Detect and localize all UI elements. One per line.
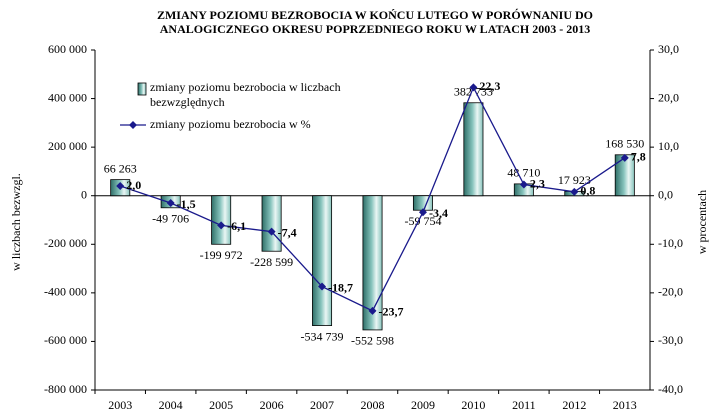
bar-value-label: -228 599 xyxy=(250,255,293,269)
legend-marker xyxy=(129,121,137,129)
line-marker xyxy=(217,221,226,230)
line-value-label: -6,1 xyxy=(227,219,246,233)
y-tick-label: 200 000 xyxy=(48,139,87,153)
x-tick-label: 2013 xyxy=(613,398,637,412)
x-tick-label: 2009 xyxy=(411,398,435,412)
chart-title: ZMIANY POZIOMU BEZROBOCIA W KOŃCU LUTEGO… xyxy=(157,8,593,22)
line-marker xyxy=(166,199,175,207)
bar-value-label: 382 733 xyxy=(454,85,493,99)
line-value-label: 7,8 xyxy=(631,150,646,164)
bar-value-label: -199 972 xyxy=(200,248,243,262)
line-value-label: 22,3 xyxy=(479,79,500,93)
chart-title: ANALOGICZNEGO OKRESU POPRZEDNIEGO ROKU W… xyxy=(160,22,591,36)
line-value-label: -1,5 xyxy=(177,197,196,211)
bar-value-label: 168 530 xyxy=(605,137,644,151)
x-tick-label: 2011 xyxy=(512,398,536,412)
bar-value-label: -534 739 xyxy=(301,329,344,343)
y2-tick-label: 10,0 xyxy=(658,139,679,153)
line-value-label: 2,0 xyxy=(126,178,141,192)
y2-tick-label: -10,0 xyxy=(658,236,683,250)
x-tick-label: 2008 xyxy=(361,398,385,412)
y-axis-label: w liczbach bezwzgl. xyxy=(9,173,23,271)
legend-swatch xyxy=(137,82,147,96)
bar-value-label: -552 598 xyxy=(351,334,394,348)
x-tick-label: 2003 xyxy=(108,398,132,412)
bar xyxy=(211,195,232,245)
line-value-label: 0,8 xyxy=(580,184,595,198)
x-tick-label: 2004 xyxy=(159,398,183,412)
y-tick-label: -200 000 xyxy=(44,236,87,250)
x-tick-label: 2010 xyxy=(461,398,485,412)
line-value-label: -23,7 xyxy=(379,305,404,319)
bar xyxy=(463,102,484,197)
legend-label: zmiany poziomu bezrobocia w liczbach bez… xyxy=(150,80,344,109)
line-value-label: -18,7 xyxy=(328,280,353,294)
bar-value-label: -49 706 xyxy=(152,212,189,226)
legend-label-line: bezwzględnych xyxy=(150,95,225,109)
x-tick-label: 2005 xyxy=(209,398,233,412)
y-tick-label: 0 xyxy=(81,187,87,201)
x-tick-label: 2012 xyxy=(562,398,586,412)
line-marker xyxy=(368,306,377,315)
y2-tick-label: -30,0 xyxy=(658,333,683,347)
x-tick-label: 2007 xyxy=(310,398,334,412)
y2-tick-label: 20,0 xyxy=(658,90,679,104)
line-marker xyxy=(519,180,528,189)
line-marker xyxy=(267,227,276,236)
line-value-label: 2,3 xyxy=(530,176,545,190)
bar-value-label: -59 754 xyxy=(404,214,441,228)
line-marker xyxy=(318,282,327,291)
y2-axis-label: w procentach xyxy=(695,190,709,254)
legend-label-line: zmiany poziomu bezrobocia w liczbach xyxy=(150,80,344,94)
y-tick-label: -600 000 xyxy=(44,333,87,347)
y2-tick-label: -40,0 xyxy=(658,382,683,396)
y-tick-label: 600 000 xyxy=(48,42,87,56)
y-tick-label: 400 000 xyxy=(48,90,87,104)
bar xyxy=(312,195,333,326)
line-value-label: -3,4 xyxy=(429,206,448,220)
line-marker xyxy=(418,208,427,217)
y-tick-label: -800 000 xyxy=(44,382,87,396)
y2-tick-label: 30,0 xyxy=(658,42,679,56)
bar-value-label: 66 263 xyxy=(104,161,137,175)
y-tick-label: -400 000 xyxy=(44,285,87,299)
x-tick-label: 2006 xyxy=(260,398,284,412)
line-value-label: -7,4 xyxy=(278,225,297,239)
bar xyxy=(261,195,282,252)
line-marker xyxy=(116,182,125,190)
legend-label: zmiany poziomu bezrobocia w % xyxy=(150,117,311,131)
y2-tick-label: 0,0 xyxy=(658,187,673,201)
bar-value-label: 17 923 xyxy=(558,173,591,187)
line-marker xyxy=(570,187,579,196)
y2-tick-label: -20,0 xyxy=(658,285,683,299)
bar xyxy=(362,195,383,331)
line-marker xyxy=(620,153,629,162)
line-marker xyxy=(469,83,478,92)
